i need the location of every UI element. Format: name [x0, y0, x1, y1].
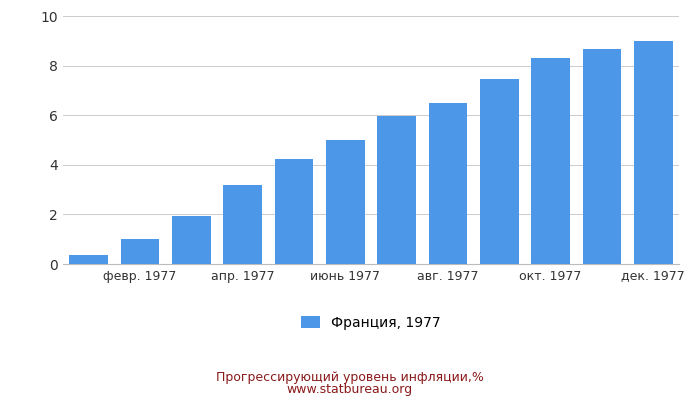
Bar [274, 158, 314, 264]
Bar [377, 116, 416, 264]
Bar [120, 239, 160, 264]
Bar [69, 255, 108, 264]
Text: www.statbureau.org: www.statbureau.org [287, 384, 413, 396]
Text: Прогрессирующий уровень инфляции,%: Прогрессирующий уровень инфляции,% [216, 372, 484, 384]
Bar [582, 50, 622, 264]
Bar [634, 41, 673, 264]
Bar [428, 103, 468, 264]
Bar [223, 185, 262, 264]
Bar [172, 216, 211, 264]
Bar [326, 140, 365, 264]
Bar [480, 79, 519, 264]
Bar [531, 58, 570, 264]
Legend: Франция, 1977: Франция, 1977 [301, 316, 441, 330]
